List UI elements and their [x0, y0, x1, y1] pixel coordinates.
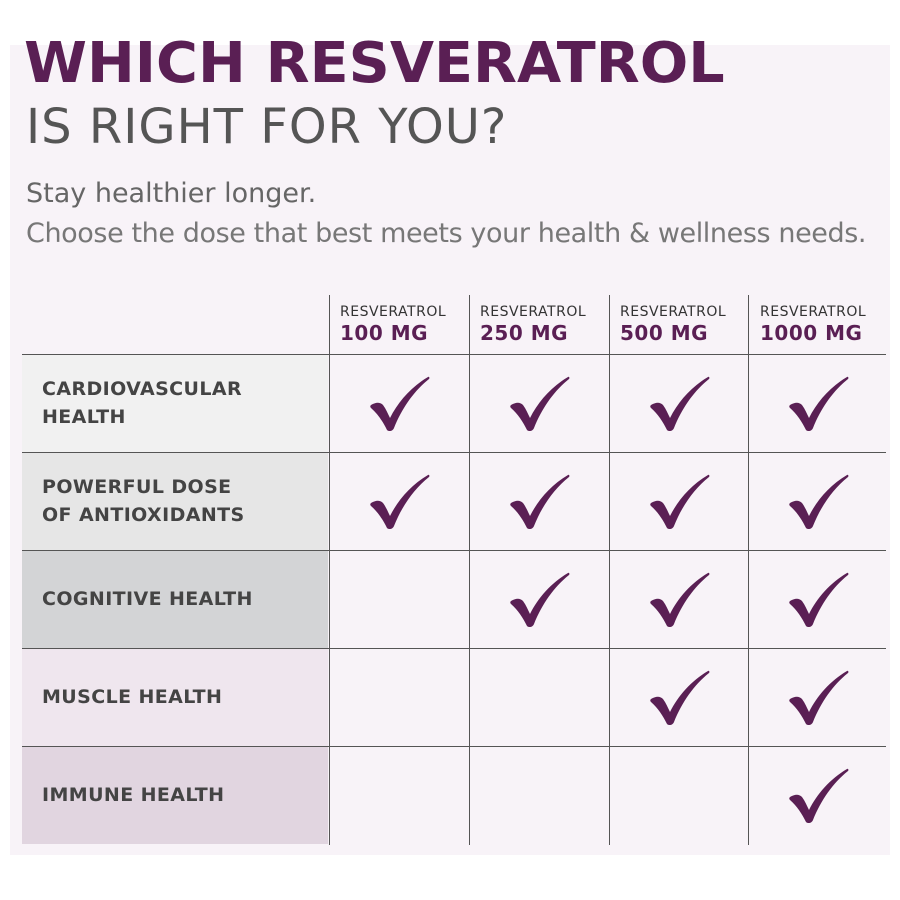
row-label-cardiovascular: CARDIOVASCULAR HEALTH: [22, 355, 328, 452]
check-cell: [610, 551, 748, 648]
check-cell: [330, 747, 468, 844]
checkmark-icon: [510, 376, 570, 431]
check-cell: [330, 355, 468, 452]
check-cell: [470, 453, 608, 550]
grid-divider: [748, 295, 749, 845]
column-header-brand: RESVERATROL: [480, 304, 587, 320]
check-cell: [749, 551, 887, 648]
grid-divider: [22, 550, 886, 551]
grid-divider: [609, 295, 610, 845]
row-label-line: IMMUNE HEALTH: [42, 783, 225, 806]
grid-divider: [22, 354, 886, 355]
check-cell: [749, 649, 887, 746]
grid-divider: [22, 648, 886, 649]
checkmark-icon: [510, 572, 570, 627]
checkmark-icon: [370, 376, 430, 431]
column-header-100mg: RESVERATROL 100 MG: [340, 305, 470, 343]
checkmark-icon: [789, 376, 849, 431]
tagline: Stay healthier longer.: [26, 178, 317, 209]
column-header-brand: RESVERATROL: [340, 304, 447, 320]
column-header-dose: 250 MG: [480, 321, 569, 345]
grid-divider: [22, 452, 886, 453]
headline-title: WHICH RESVERATROL: [24, 31, 725, 96]
row-label-antioxidants: POWERFUL DOSE OF ANTIOXIDANTS: [22, 453, 328, 550]
grid-divider: [469, 295, 470, 845]
check-cell: [749, 355, 887, 452]
row-label-line: CARDIOVASCULAR: [42, 377, 242, 400]
checkmark-icon: [789, 572, 849, 627]
check-cell: [330, 453, 468, 550]
checkmark-icon: [370, 474, 430, 529]
headline-subtitle: IS RIGHT FOR YOU?: [26, 99, 508, 155]
checkmark-icon: [650, 670, 710, 725]
row-label-line: OF ANTIOXIDANTS: [42, 503, 245, 526]
grid-divider: [22, 746, 886, 747]
checkmark-icon: [789, 768, 849, 823]
row-label-line: POWERFUL DOSE: [42, 475, 232, 498]
column-header-dose: 500 MG: [620, 321, 709, 345]
check-cell: [470, 355, 608, 452]
description: Choose the dose that best meets your hea…: [26, 218, 867, 249]
grid-divider: [329, 295, 330, 845]
check-cell: [610, 453, 748, 550]
check-cell: [749, 747, 887, 844]
column-header-brand: RESVERATROL: [760, 304, 867, 320]
check-cell: [470, 649, 608, 746]
checkmark-icon: [510, 474, 570, 529]
check-cell: [470, 551, 608, 648]
checkmark-icon: [650, 376, 710, 431]
column-header-250mg: RESVERATROL 250 MG: [480, 305, 610, 343]
check-cell: [610, 355, 748, 452]
row-label-muscle: MUSCLE HEALTH: [22, 649, 328, 746]
checkmark-icon: [650, 474, 710, 529]
checkmark-icon: [650, 572, 710, 627]
checkmark-icon: [789, 670, 849, 725]
row-label-line: COGNITIVE HEALTH: [42, 587, 253, 610]
column-header-dose: 1000 MG: [760, 321, 863, 345]
column-header-500mg: RESVERATROL 500 MG: [620, 305, 750, 343]
column-header-dose: 100 MG: [340, 321, 429, 345]
check-cell: [470, 747, 608, 844]
row-label-line: MUSCLE HEALTH: [42, 685, 223, 708]
row-label-immune: IMMUNE HEALTH: [22, 747, 328, 844]
check-cell: [610, 649, 748, 746]
column-header-1000mg: RESVERATROL 1000 MG: [760, 305, 890, 343]
check-cell: [749, 453, 887, 550]
row-label-line: HEALTH: [42, 405, 126, 428]
row-label-cognitive: COGNITIVE HEALTH: [22, 551, 328, 648]
check-cell: [330, 649, 468, 746]
check-cell: [610, 747, 748, 844]
checkmark-icon: [789, 474, 849, 529]
column-header-brand: RESVERATROL: [620, 304, 727, 320]
check-cell: [330, 551, 468, 648]
